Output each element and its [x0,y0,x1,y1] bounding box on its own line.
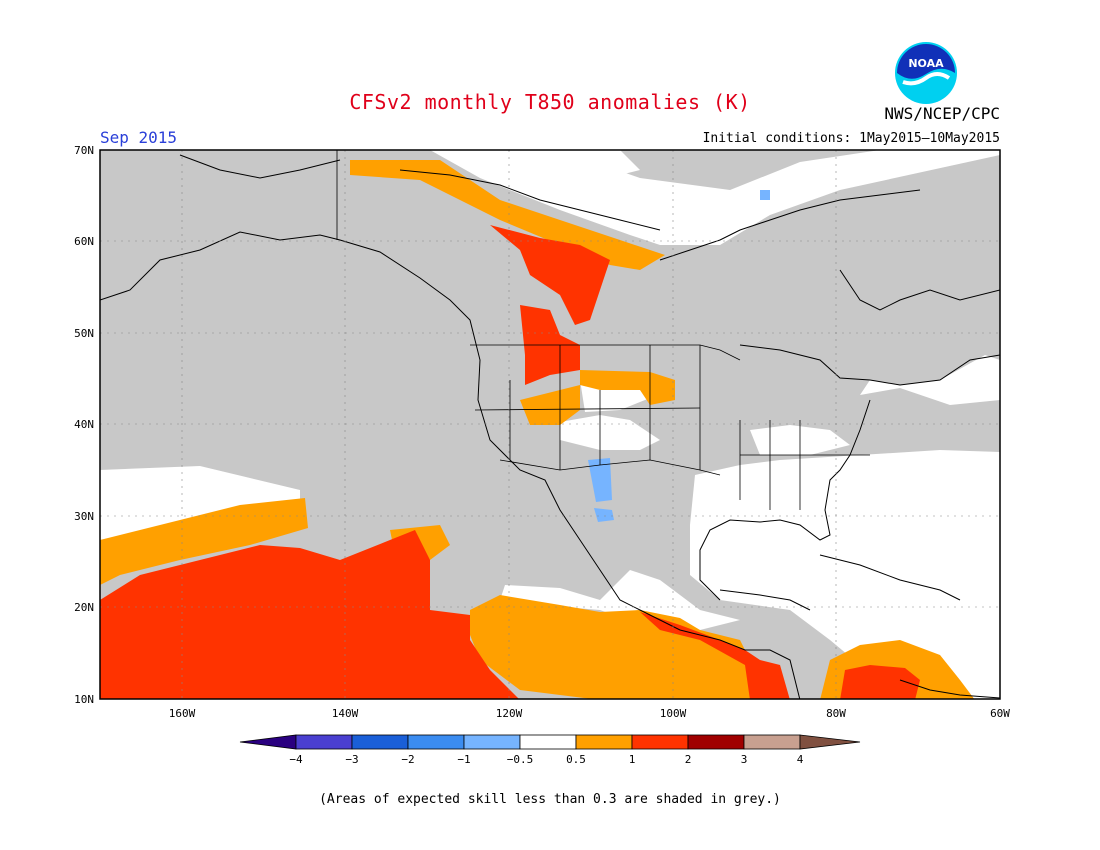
colorbar: −4 −3 −2 −1 −0.5 0.5 1 2 3 4 [239,734,861,766]
colorbar-label: −4 [289,753,303,766]
colorbar-segment [239,734,297,750]
coastlines [100,154,1000,699]
positive-anomaly-1-2 [100,225,920,699]
lat-label: 60N [74,235,94,248]
lon-label: 140W [332,707,359,720]
colorbar-label: −1 [457,753,470,766]
initial-conditions: Initial conditions: 1May2015–10May2015 [702,131,1000,146]
longitude-axis: 160W 140W 120W 100W 80W 60W [169,707,1011,720]
map-frame [99,149,1001,700]
lat-label: 70N [74,144,94,157]
colorbar-segment [407,734,465,750]
chart-title: CFSv2 monthly T850 anomalies (K) [349,90,751,114]
graticule [100,150,1000,699]
colorbar-segment [463,734,521,750]
lat-label: 30N [74,510,94,523]
colorbar-label: 1 [629,753,636,766]
colorbar-segment [687,734,745,750]
noaa-logo: NOAA [893,40,959,110]
political-boundaries [336,150,870,510]
colorbar-label: −2 [401,753,414,766]
neutral-anomaly-areas [100,150,1000,699]
svg-text:NOAA: NOAA [908,57,944,70]
colorbar-label: 2 [685,753,692,766]
lat-label: 50N [74,327,94,340]
negative-anomaly-1-0-5 [588,190,770,522]
colorbar-segment [575,734,633,750]
colorbar-segment [799,734,861,750]
lon-label: 100W [660,707,687,720]
skill-footnote: (Areas of expected skill less than 0.3 a… [319,792,781,807]
lat-label: 10N [74,693,94,706]
colorbar-segment [743,734,801,750]
lat-label: 40N [74,418,94,431]
lon-label: 120W [496,707,523,720]
colorbar-label: −0.5 [507,753,534,766]
forecast-month: Sep 2015 [100,128,178,147]
colorbar-segment [295,734,353,750]
colorbar-label: 4 [797,753,804,766]
colorbar-segment [519,734,577,750]
colorbar-segment [351,734,409,750]
agency-label: NWS/NCEP/CPC [884,104,1000,123]
colorbar-label: −3 [345,753,358,766]
lon-label: 160W [169,707,196,720]
latitude-axis: 70N 60N 50N 40N 30N 20N 10N [74,144,94,706]
lon-label: 60W [990,707,1010,720]
colorbar-label: 0.5 [566,753,586,766]
colorbar-label: 3 [741,753,748,766]
lat-label: 20N [74,601,94,614]
lon-label: 80W [826,707,846,720]
colorbar-segment [631,734,689,750]
